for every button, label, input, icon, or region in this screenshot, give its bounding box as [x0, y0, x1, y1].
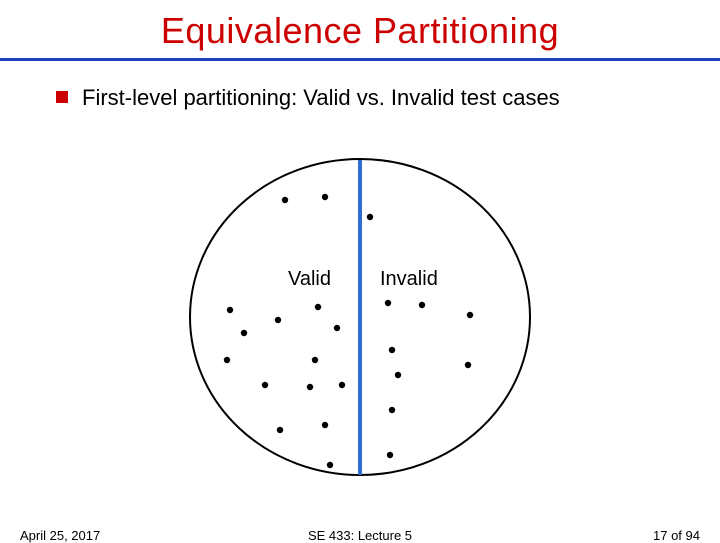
partition-diagram: Valid Invalid [170, 155, 550, 485]
dot [275, 317, 281, 323]
dot [262, 382, 268, 388]
bullet-item: First-level partitioning: Valid vs. Inva… [56, 85, 680, 111]
dot [419, 302, 425, 308]
valid-label: Valid [288, 268, 331, 290]
slide-title: Equivalence Partitioning [0, 0, 720, 52]
dot [322, 194, 328, 200]
bullet-text: First-level partitioning: Valid vs. Inva… [82, 85, 560, 111]
dot [467, 312, 473, 318]
dot [327, 462, 333, 468]
dot [334, 325, 340, 331]
footer-course: SE 433: Lecture 5 [0, 528, 720, 543]
dot [387, 452, 393, 458]
dot [389, 407, 395, 413]
dot [277, 427, 283, 433]
bullet-marker [56, 91, 68, 103]
dot [395, 372, 401, 378]
content-area: First-level partitioning: Valid vs. Inva… [0, 61, 720, 111]
dot [224, 357, 230, 363]
dot [227, 307, 233, 313]
dot [315, 304, 321, 310]
dots-group [224, 194, 473, 468]
dot [385, 300, 391, 306]
invalid-label: Invalid [380, 268, 438, 290]
dot [307, 384, 313, 390]
dot [367, 214, 373, 220]
dot [312, 357, 318, 363]
dot [282, 197, 288, 203]
dot [389, 347, 395, 353]
footer-page: 17 of 94 [653, 528, 700, 543]
dot [241, 330, 247, 336]
dot [339, 382, 345, 388]
dot [322, 422, 328, 428]
dot [465, 362, 471, 368]
